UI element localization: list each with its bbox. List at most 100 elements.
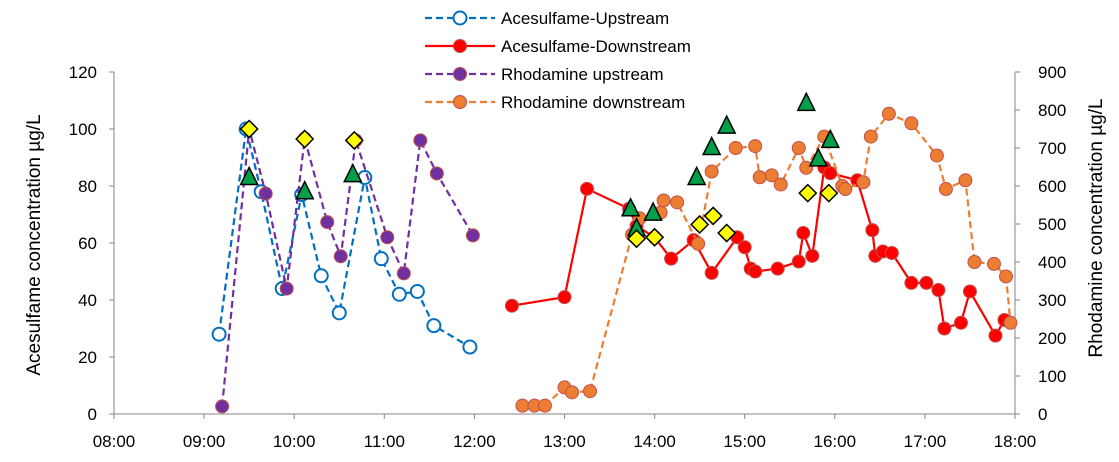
rhodamine-downstream-point [938,182,953,197]
y-tick-label: 20 [78,348,97,367]
triangle-marker [620,197,641,217]
legend-label-rhodamine-downstream: Rhodamine downstream [501,93,685,112]
rhodamine-downstream-point [863,129,878,144]
acesulfame-downstream-point [557,290,572,305]
rhodamine-upstream-point [413,133,428,148]
rhodamine-downstream-point [998,269,1013,284]
x-tick-label: 18:00 [994,432,1037,451]
x-tick-label: 10:00 [273,432,316,451]
triangle-marker [294,180,315,200]
y2-tick-label: 900 [1038,63,1066,82]
rhodamine-downstream-point [1003,315,1018,330]
acesulfame-upstream-point [211,326,227,342]
rhodamine-downstream-point [691,236,706,251]
legend-marker-acesulfame-downstream [453,39,467,53]
rhodamine-downstream-point [752,170,767,185]
acesulfame-downstream-point [580,181,595,196]
rhodamine-downstream-point [838,182,853,197]
acesulfame-downstream-point [504,298,519,313]
rhodamine-downstream-point [881,106,896,121]
legend-marker-rhodamine-upstream [453,67,467,81]
diamond-marker [717,223,737,243]
y2-tick-label: 300 [1038,291,1066,310]
acesulfame-downstream-point [988,328,1003,343]
triangle-marker [686,165,707,186]
rhodamine-downstream-point [773,177,788,192]
y-tick-label: 40 [78,291,97,310]
acesulfame-downstream-point [953,315,968,330]
acesulfame-downstream-point [919,275,934,290]
axes: 08:00 09:00 10:00 11:00 12:00 13:00 14:00 15:00… [69,63,1067,451]
acesulfame-downstream-point [904,275,919,290]
acesulfame-downstream-point [796,226,811,241]
y2-tick-label: 800 [1038,101,1066,120]
y2-tick-label: 500 [1038,215,1066,234]
diamond-marker [645,227,665,247]
rhodamine-upstream-point [465,228,480,243]
acesulfame-downstream-point [884,245,899,260]
rhodamine-downstream-point [565,385,580,400]
acesulfame-upstream-point [331,305,347,321]
rhodamine-downstream-point [515,398,530,413]
series-layer [211,106,1018,414]
rhodamine-upstream-point [396,266,411,281]
acesulfame-upstream-point [426,318,442,334]
acesulfame-downstream-point [737,240,752,255]
rhodamine-downstream-point [929,148,944,163]
acesulfame-downstream-point [931,283,946,298]
y2-tick-label: 700 [1038,139,1066,158]
diamond-marker [690,214,710,235]
acesulfame-upstream-point [391,286,407,302]
x-tick-label: 09:00 [183,432,226,451]
triangle-marker [239,165,259,186]
rhodamine-downstream-point [791,141,806,155]
rhodamine-upstream-point [320,215,335,230]
rhodamine-upstream-point [279,281,294,296]
rhodamine-upstream-point [258,186,273,201]
y2-tick-label: 0 [1038,405,1047,424]
x-tick-label: 13:00 [543,432,586,451]
legend-marker-acesulfame-upstream [452,10,468,26]
y2-tick-label: 100 [1038,367,1066,386]
diamond-marker [703,206,723,226]
legend: Acesulfame-Upstream Acesulfame-Downstream… [425,9,691,112]
rhodamine-downstream-point [958,173,973,188]
legend-label-rhodamine-upstream: Rhodamine upstream [501,65,664,84]
rhodamine-downstream-point [656,193,671,208]
triangle-marker [343,162,363,183]
triangle-marker [716,114,737,134]
acesulfame-downstream-point [791,254,806,269]
y-axis-title: Acesulfame concentration µg/L [24,114,45,375]
legend-label-acesulfame-downstream: Acesulfame-Downstream [501,37,691,56]
rhodamine-downstream-point [583,384,598,399]
rhodamine-upstream-point [380,230,395,245]
rhodamine-upstream-point [215,399,230,414]
annotation-layer [239,91,841,249]
rhodamine-downstream-point [967,255,982,269]
diamond-marker [819,183,839,203]
rhodamine-downstream-point [986,256,1001,271]
y-tick-label: 0 [88,405,97,424]
diamond-marker [627,229,647,249]
x-tick-label: 16:00 [814,432,857,451]
y-tick-label: 100 [69,120,97,139]
legend-label-acesulfame-upstream: Acesulfame-Upstream [501,9,669,28]
rhodamine-downstream-line [522,112,1012,407]
rhodamine-downstream-point [748,139,763,154]
acesulfame-upstream-point [313,268,329,284]
acesulfame-downstream-point [664,251,679,266]
x-tick-label: 12:00 [453,432,496,451]
acesulfame-downstream-point [770,261,785,276]
rhodamine-upstream-point [333,249,348,264]
diamond-marker [295,129,315,149]
acesulfame-downstream-point [937,321,952,336]
triangle-marker [808,147,828,167]
y2-tick-label: 400 [1038,253,1066,272]
y2-tick-label: 200 [1038,329,1066,348]
acesulfame-downstream-point [823,166,838,181]
rhodamine-downstream-point [537,398,552,413]
acesulfame-downstream-point [962,284,977,299]
acesulfame-downstream-point [748,264,763,279]
y-tick-label: 80 [78,177,97,196]
